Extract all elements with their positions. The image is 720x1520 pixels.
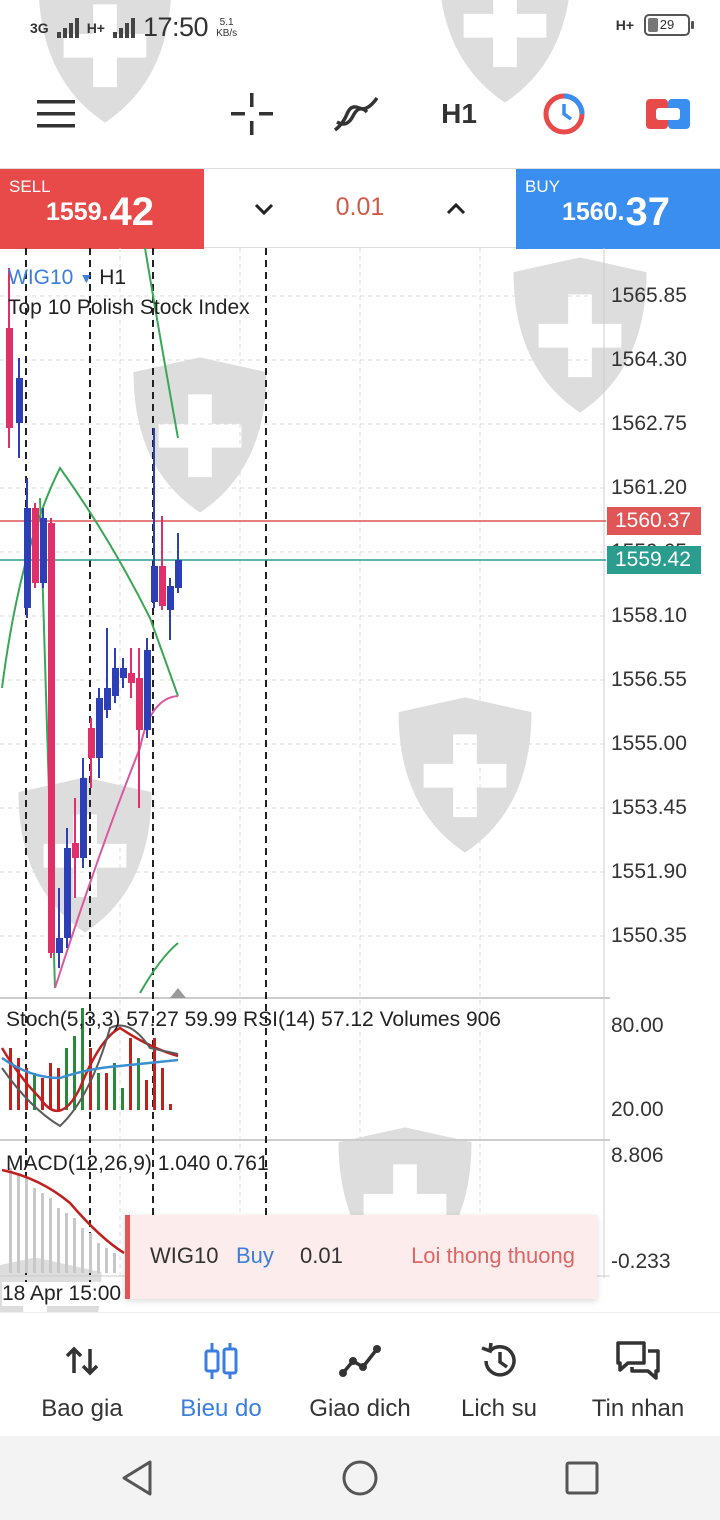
y-axis-label: 1555.00	[611, 732, 687, 755]
nav-item-trade[interactable]: Giao dich	[290, 1333, 430, 1423]
y-axis-label: 1564.30	[611, 348, 687, 371]
stoch-level-label: 20.00	[611, 1098, 664, 1121]
nav-item-quotes[interactable]: Bao gia	[12, 1333, 152, 1423]
ma-fast-line	[1, 466, 179, 697]
y-axis-label: 1561.20	[611, 476, 687, 499]
nav-item-messages[interactable]: Tin nhan	[568, 1333, 708, 1423]
macd-indicator-label: MACD(12,26,9) 1.040 0.761	[6, 1152, 269, 1175]
signal-bars-icon	[56, 17, 79, 38]
order-symbol: WIG10	[150, 1243, 219, 1268]
chart-grid	[0, 248, 604, 1278]
candles-chart-icon	[151, 1333, 291, 1389]
clock: 17:50	[142, 12, 209, 42]
menu-icon[interactable]	[30, 88, 82, 140]
network-speed: 5.1 KB/s	[216, 16, 238, 39]
time-axis-label: 18 Apr 15:00	[2, 1282, 124, 1306]
signal-bars-icon-2	[112, 17, 135, 38]
home-icon[interactable]	[340, 1458, 380, 1498]
macd-level-label: 8.806	[611, 1144, 664, 1167]
stoch-indicator-label: Stoch(5,3,3) 57.27 59.99 RSI(14) 57.12 V…	[6, 1008, 501, 1031]
order-side: Buy	[236, 1243, 274, 1268]
network-indicator-2: H+	[86, 19, 105, 36]
y-axis-label: 1556.55	[611, 668, 687, 691]
ask-price-tag: 1560.37	[607, 507, 701, 535]
history-clock-icon	[429, 1333, 569, 1389]
bottom-navigation: Bao gia Bieu do Giao dich Lich su Tin nh…	[0, 1312, 720, 1436]
period-separators	[25, 248, 267, 1283]
ma-pink-line	[54, 695, 179, 989]
lot-decrease-icon[interactable]	[250, 195, 278, 223]
chart-symbol-label[interactable]: WIG10 ▼ H1	[8, 266, 127, 289]
y-axis-label: 1551.90	[611, 860, 687, 883]
macd-signal-line	[1, 1168, 125, 1255]
buy-price: 1560.37	[561, 190, 670, 234]
price-chart[interactable]: WIG10 ▼ H1 Top 10 Polish Stock Index 156…	[0, 248, 720, 1308]
sell-button[interactable]: SELL 1559.42	[0, 169, 204, 249]
y-axis-label: 1558.10	[611, 604, 687, 627]
macd-histogram	[9, 1168, 116, 1273]
symbol-dropdown-icon[interactable]: ▼	[79, 270, 94, 286]
indicators-icon[interactable]	[330, 88, 382, 140]
chart-canvas[interactable]	[0, 248, 720, 1308]
new-order-icon[interactable]	[642, 88, 694, 140]
lot-increase-icon[interactable]	[442, 195, 470, 223]
y-axis-label: 1565.85	[611, 284, 687, 307]
network-indicator: 3G	[30, 19, 49, 36]
stoch-main-line	[1, 1024, 179, 1128]
timeframe-button[interactable]: H1	[441, 98, 477, 129]
sell-price: 1559.42	[45, 190, 154, 234]
crosshair-icon[interactable]	[226, 88, 278, 140]
stoch-signal-line	[0, 1026, 179, 1113]
y-axis-label: 1562.75	[611, 412, 687, 435]
trade-line-icon	[290, 1333, 430, 1389]
battery-icon: 29	[644, 14, 694, 36]
macd-level-label: -0.233	[611, 1250, 671, 1273]
status-bar: 3G H+ 17:50 5.1 KB/s H+ 29	[0, 0, 720, 58]
system-navigation-bar	[0, 1436, 720, 1520]
y-axis-label: 1553.45	[611, 796, 687, 819]
nav-item-history[interactable]: Lich su	[429, 1333, 569, 1423]
order-type: Loi thong thuong	[411, 1243, 575, 1268]
ma-fast-line-2	[144, 248, 179, 439]
order-lot: 0.01	[300, 1243, 343, 1268]
rsi-line	[1, 1056, 179, 1080]
bid-price-tag: 1559.42	[607, 546, 701, 574]
chart-toolbar: H1	[0, 68, 720, 158]
recents-icon[interactable]	[562, 1458, 602, 1498]
nav-item-chart[interactable]: Bieu do	[151, 1333, 291, 1423]
buy-button[interactable]: BUY 1560.37	[516, 169, 720, 249]
stoch-level-label: 80.00	[611, 1014, 664, 1037]
trading-clock-icon[interactable]	[538, 88, 590, 140]
symbol-description: Top 10 Polish Stock Index	[8, 296, 250, 319]
y-axis-label: 1550.35	[611, 924, 687, 947]
order-notification[interactable]: WIG10 Buy 0.01 Loi thong thuong	[125, 1215, 597, 1299]
scroll-marker-icon	[170, 988, 186, 998]
lot-size-value[interactable]: 0.01	[335, 193, 385, 221]
network-type-right: H+	[615, 17, 634, 33]
back-icon[interactable]	[118, 1458, 158, 1498]
quotes-arrows-icon	[12, 1333, 152, 1389]
candlesticks	[6, 268, 182, 968]
one-click-trade-bar: SELL 1559.42 0.01 BUY 1560.37	[0, 168, 720, 249]
chat-bubbles-icon	[568, 1333, 708, 1389]
